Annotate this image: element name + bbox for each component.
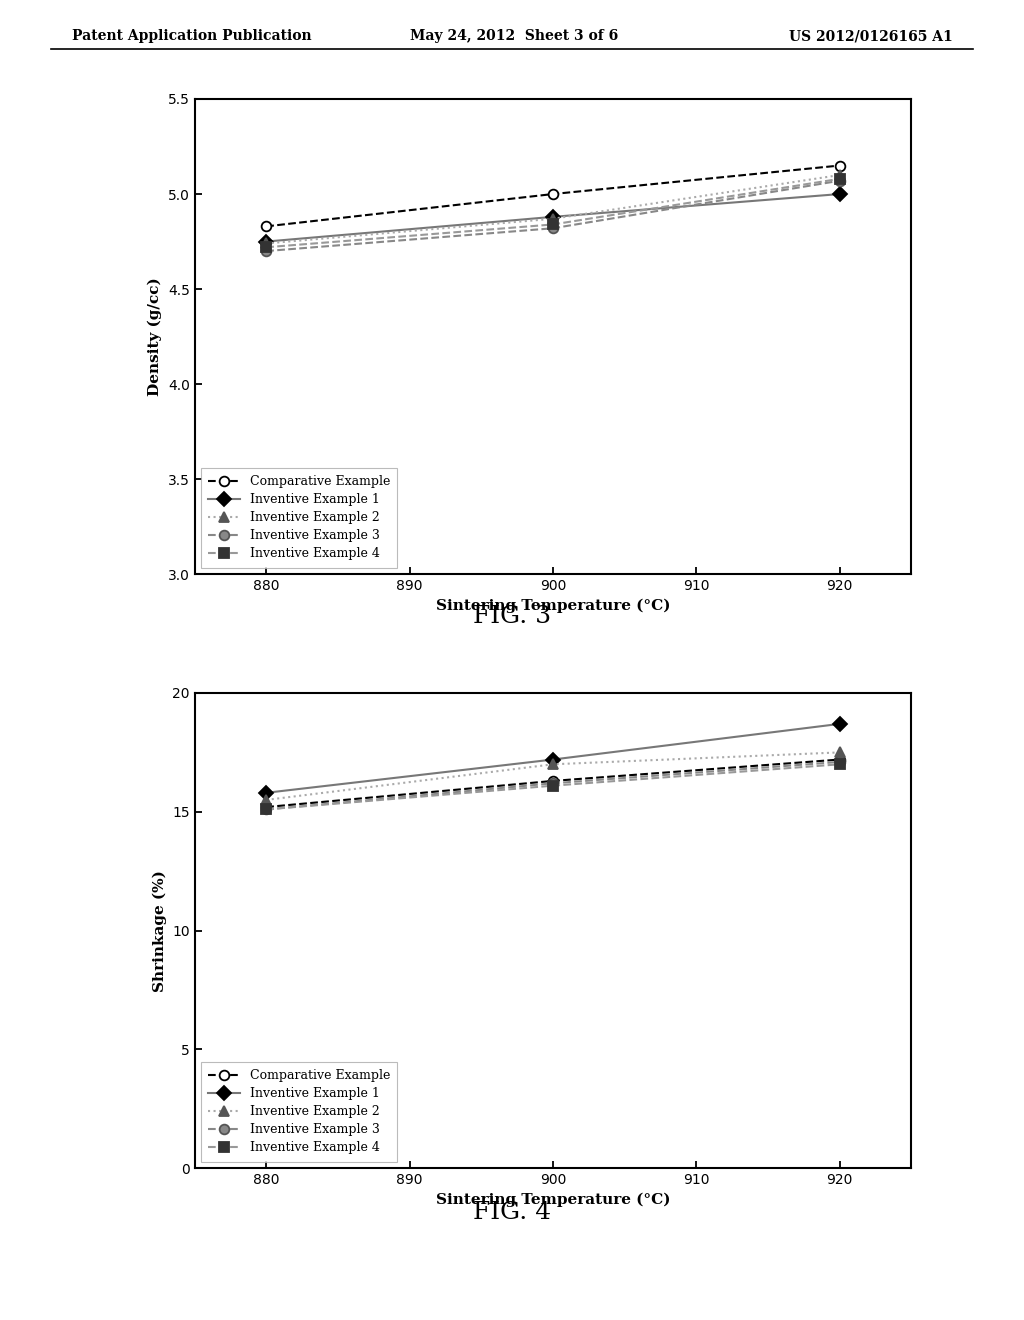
Inventive Example 4	[834, 170, 846, 186]
Line: Inventive Example 2: Inventive Example 2	[261, 170, 845, 248]
Inventive Example 3	[547, 775, 559, 791]
Inventive Example 1	[547, 209, 559, 224]
Inventive Example 3	[260, 801, 272, 817]
Inventive Example 4	[260, 801, 272, 817]
Inventive Example 2	[834, 168, 846, 183]
Text: US 2012/0126165 A1: US 2012/0126165 A1	[788, 29, 952, 44]
Text: Patent Application Publication: Patent Application Publication	[72, 29, 311, 44]
Y-axis label: Density (g/cc): Density (g/cc)	[147, 277, 162, 396]
Inventive Example 3	[260, 243, 272, 259]
Comparative Example	[834, 157, 846, 173]
Line: Inventive Example 3: Inventive Example 3	[261, 758, 845, 814]
Text: FIG. 3: FIG. 3	[473, 605, 551, 627]
Comparative Example	[834, 751, 846, 767]
Line: Inventive Example 3: Inventive Example 3	[261, 176, 845, 256]
Inventive Example 3	[547, 220, 559, 236]
Inventive Example 4	[547, 777, 559, 793]
Comparative Example	[260, 799, 272, 814]
Line: Inventive Example 2: Inventive Example 2	[261, 747, 845, 805]
Legend: Comparative Example, Inventive Example 1, Inventive Example 2, Inventive Example: Comparative Example, Inventive Example 1…	[201, 1063, 397, 1162]
Inventive Example 3	[834, 173, 846, 189]
Inventive Example 2	[547, 756, 559, 772]
Inventive Example 4	[834, 756, 846, 772]
Line: Inventive Example 1: Inventive Example 1	[261, 189, 845, 247]
Inventive Example 2	[260, 792, 272, 808]
Inventive Example 1	[834, 715, 846, 731]
Inventive Example 3	[834, 754, 846, 770]
Inventive Example 1	[260, 785, 272, 801]
Inventive Example 2	[834, 744, 846, 760]
Inventive Example 1	[834, 186, 846, 202]
X-axis label: Sintering Temperature (°C): Sintering Temperature (°C)	[435, 598, 671, 612]
Comparative Example	[547, 186, 559, 202]
Comparative Example	[547, 774, 559, 789]
Inventive Example 2	[260, 235, 272, 251]
Inventive Example 1	[547, 751, 559, 767]
Inventive Example 2	[547, 211, 559, 227]
Text: FIG. 4: FIG. 4	[473, 1201, 551, 1224]
Inventive Example 4	[260, 239, 272, 255]
Comparative Example	[260, 218, 272, 234]
Y-axis label: Shrinkage (%): Shrinkage (%)	[153, 870, 167, 991]
X-axis label: Sintering Temperature (°C): Sintering Temperature (°C)	[435, 1192, 671, 1206]
Line: Comparative Example: Comparative Example	[261, 755, 845, 812]
Inventive Example 1	[260, 234, 272, 249]
Line: Inventive Example 1: Inventive Example 1	[261, 719, 845, 797]
Inventive Example 4	[547, 216, 559, 232]
Line: Comparative Example: Comparative Example	[261, 161, 845, 231]
Line: Inventive Example 4: Inventive Example 4	[261, 174, 845, 252]
Legend: Comparative Example, Inventive Example 1, Inventive Example 2, Inventive Example: Comparative Example, Inventive Example 1…	[201, 469, 397, 568]
Line: Inventive Example 4: Inventive Example 4	[261, 759, 845, 814]
Text: May 24, 2012  Sheet 3 of 6: May 24, 2012 Sheet 3 of 6	[410, 29, 617, 44]
